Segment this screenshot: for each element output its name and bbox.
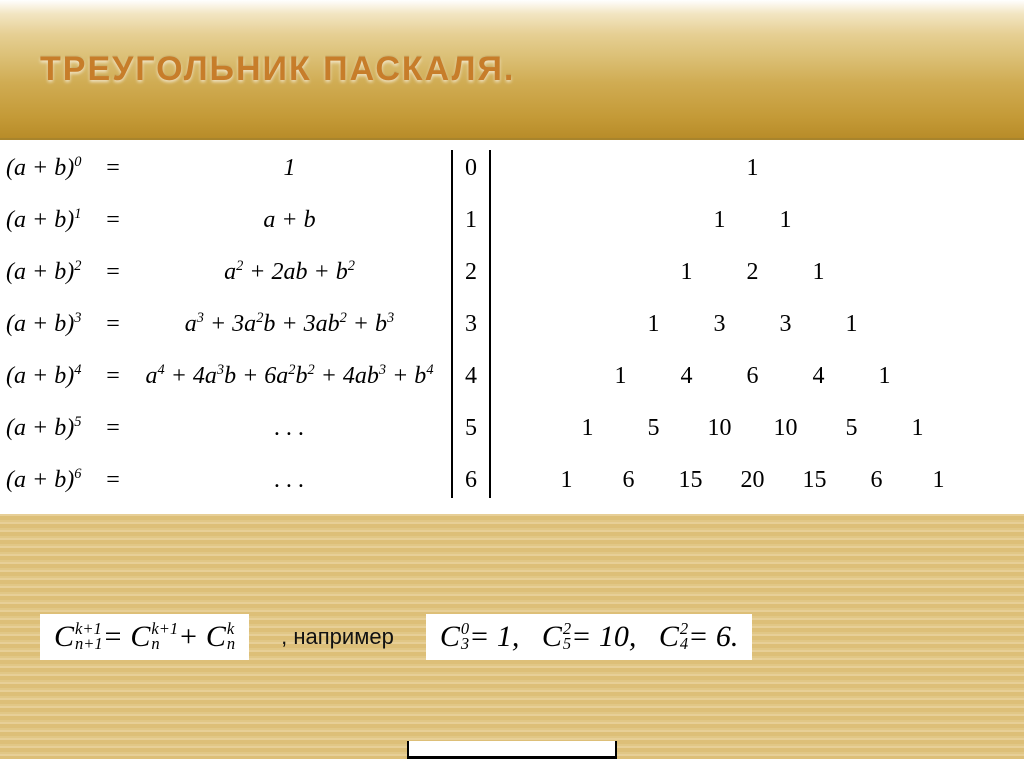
triangle-row: 1 5 10 10 5 1 <box>491 410 1014 446</box>
triangle-value: 6 <box>864 467 890 494</box>
binomial-rhs: a2 + 2ab + b2 <box>128 258 451 286</box>
triangle-value: 4 <box>806 363 832 390</box>
triangle-row: 1 6 15 20 15 6 1 <box>491 462 1014 498</box>
triangle-value: 1 <box>926 467 952 494</box>
pascal-triangle-column: 111121133114641151010511615201561 <box>491 150 1014 498</box>
triangle-row: 1 2 1 <box>491 254 1014 290</box>
slide-title: ТРЕУГОЛЬНИК ПАСКАЛЯ. <box>40 50 515 89</box>
equals-sign: = <box>98 259 128 286</box>
bottom-bracket <box>407 741 617 759</box>
triangle-row: 1 <box>491 150 1014 186</box>
triangle-value: 2 <box>740 259 766 286</box>
expansion-row: (a + b)1=a + b <box>6 202 451 238</box>
row-index: 3 <box>465 306 477 342</box>
triangle-value: 6 <box>740 363 766 390</box>
triangle-value: 1 <box>806 259 832 286</box>
triangle-value: 10 <box>707 415 733 442</box>
triangle-value: 1 <box>707 207 733 234</box>
row-index: 5 <box>465 410 477 446</box>
triangle-value: 3 <box>707 311 733 338</box>
triangle-value: 1 <box>641 311 667 338</box>
binomial-rhs: a4 + 4a3b + 6a2b2 + 4ab3 + b4 <box>128 362 451 390</box>
index-column: 0 1 2 3 4 5 6 <box>451 150 491 498</box>
triangle-value: 5 <box>641 415 667 442</box>
binomial-lhs: (a + b)2 <box>6 258 98 286</box>
triangle-row: 1 3 3 1 <box>491 306 1014 342</box>
triangle-value: 6 <box>616 467 642 494</box>
example-values: C03 = 1, C25 = 10, C24 = 6. <box>426 614 753 660</box>
triangle-value: 1 <box>740 155 766 182</box>
triangle-value: 1 <box>773 207 799 234</box>
binomial-lhs: (a + b)5 <box>6 414 98 442</box>
binomial-lhs: (a + b)6 <box>6 466 98 494</box>
binomial-rhs: a + b <box>128 207 451 234</box>
equals-sign: = <box>98 311 128 338</box>
binomial-lhs: (a + b)1 <box>6 206 98 234</box>
binomial-lhs: (a + b)4 <box>6 362 98 390</box>
row-index: 0 <box>465 150 477 186</box>
expansions-column: (a + b)0=1(a + b)1=a + b(a + b)2=a2 + 2a… <box>6 150 451 498</box>
triangle-value: 15 <box>678 467 704 494</box>
triangle-value: 5 <box>839 415 865 442</box>
formula-band: Ck+1n+1 = Ck+1n + Ckn , например C03 = 1… <box>0 514 1024 759</box>
triangle-value: 3 <box>773 311 799 338</box>
equals-sign: = <box>98 415 128 442</box>
example-label: , например <box>281 624 394 650</box>
binomial-rhs: . . . <box>128 467 451 494</box>
recurrence-formula: Ck+1n+1 = Ck+1n + Ckn <box>40 614 249 660</box>
triangle-value: 1 <box>905 415 931 442</box>
content-area: (a + b)0=1(a + b)1=a + b(a + b)2=a2 + 2a… <box>0 140 1024 508</box>
equals-sign: = <box>98 363 128 390</box>
equals-sign: = <box>98 467 128 494</box>
triangle-row: 1 4 6 4 1 <box>491 358 1014 394</box>
title-band: ТРЕУГОЛЬНИК ПАСКАЛЯ. <box>0 0 1024 140</box>
triangle-value: 4 <box>674 363 700 390</box>
triangle-value: 1 <box>554 467 580 494</box>
triangle-value: 20 <box>740 467 766 494</box>
expansion-row: (a + b)2=a2 + 2ab + b2 <box>6 254 451 290</box>
expansion-row: (a + b)4=a4 + 4a3b + 6a2b2 + 4ab3 + b4 <box>6 358 451 394</box>
triangle-value: 1 <box>872 363 898 390</box>
triangle-value: 15 <box>802 467 828 494</box>
triangle-value: 1 <box>608 363 634 390</box>
binomial-lhs: (a + b)0 <box>6 154 98 182</box>
row-index: 2 <box>465 254 477 290</box>
row-index: 4 <box>465 358 477 394</box>
equals-sign: = <box>98 155 128 182</box>
expansion-row: (a + b)5=. . . <box>6 410 451 446</box>
expansion-row: (a + b)0=1 <box>6 150 451 186</box>
expansion-row: (a + b)3=a3 + 3a2b + 3ab2 + b3 <box>6 306 451 342</box>
binomial-lhs: (a + b)3 <box>6 310 98 338</box>
expansion-row: (a + b)6=. . . <box>6 462 451 498</box>
triangle-value: 1 <box>575 415 601 442</box>
triangle-value: 1 <box>839 311 865 338</box>
binomial-rhs: . . . <box>128 415 451 442</box>
binomial-rhs: 1 <box>128 155 451 182</box>
triangle-value: 10 <box>773 415 799 442</box>
triangle-value: 1 <box>674 259 700 286</box>
row-index: 6 <box>465 462 477 498</box>
equals-sign: = <box>98 207 128 234</box>
binomial-rhs: a3 + 3a2b + 3ab2 + b3 <box>128 310 451 338</box>
row-index: 1 <box>465 202 477 238</box>
triangle-row: 11 <box>491 202 1014 238</box>
